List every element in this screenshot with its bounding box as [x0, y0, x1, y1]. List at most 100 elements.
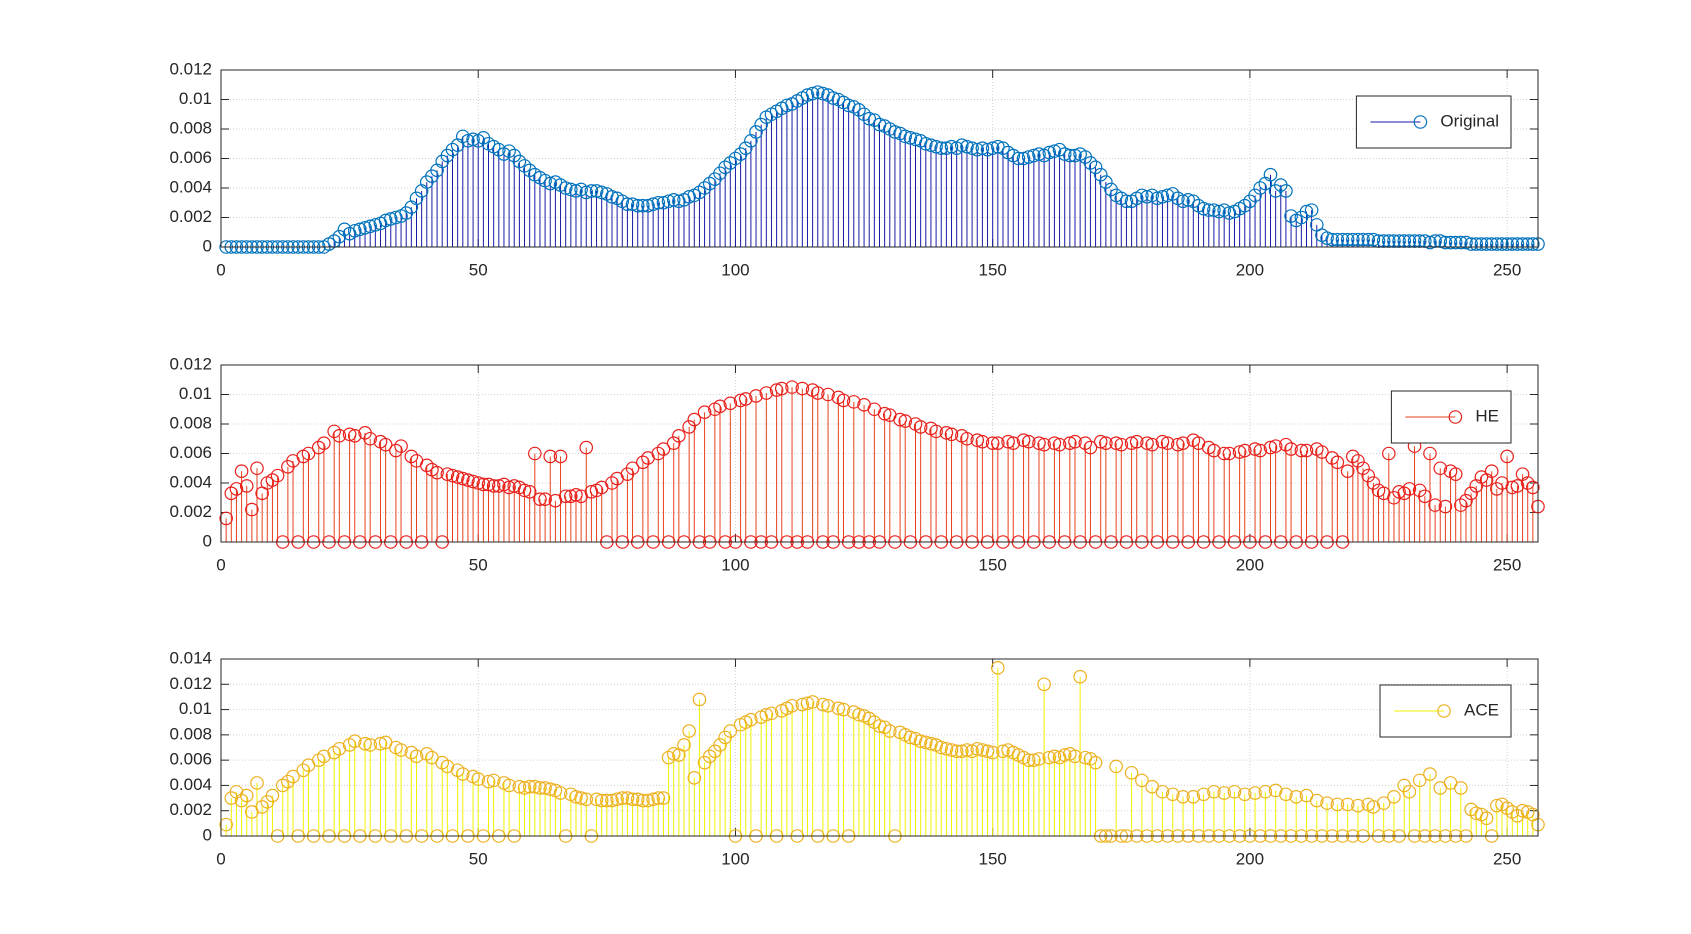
- stem-marker: [672, 428, 686, 443]
- stem-marker: [543, 176, 558, 191]
- stem-marker: [975, 743, 990, 757]
- stem-marker: [1351, 454, 1365, 468]
- stem-marker: [1124, 436, 1139, 450]
- stem-marker: [682, 724, 696, 738]
- stem-marker: [800, 696, 815, 711]
- stem-marker: [1325, 232, 1340, 247]
- stem-marker: [1428, 498, 1442, 512]
- panel: 0 0.002 0.004 0.006 0.008 0.01 0.012 0.014 0 50 10…: [169, 648, 1545, 868]
- stem-marker: [764, 706, 779, 721]
- stem-marker: [728, 151, 743, 166]
- stem-marker: [1011, 151, 1026, 166]
- stem-marker: [800, 88, 815, 102]
- stem-marker: [1397, 486, 1412, 501]
- y-tick-label: 0.002: [169, 502, 212, 521]
- stem-marker: [723, 396, 738, 411]
- stem-marker: [245, 502, 259, 517]
- stem-marker: [1479, 811, 1494, 826]
- stem-marker: [363, 431, 377, 446]
- stem-marker: [358, 221, 372, 235]
- stem-marker: [224, 486, 239, 501]
- stem-marker: [1093, 167, 1108, 182]
- y-tick-label: 0.012: [169, 59, 212, 78]
- stem-marker: [960, 743, 974, 757]
- stem-marker: [713, 738, 727, 752]
- stem-marker: [985, 436, 1000, 450]
- stem-marker: [543, 449, 558, 464]
- stem-marker: [949, 744, 964, 759]
- stem-marker: [1351, 232, 1365, 247]
- stem-marker: [347, 428, 362, 443]
- stem-marker: [1387, 790, 1401, 804]
- stem-marker: [1510, 237, 1525, 251]
- stem-marker: [1505, 237, 1520, 251]
- stem-marker: [569, 487, 583, 502]
- x-tick-label: 0: [216, 555, 225, 574]
- stem-marker: [1021, 434, 1036, 449]
- stem-marker: [327, 424, 341, 439]
- stem-marker: [502, 778, 516, 793]
- stem-marker: [445, 468, 460, 483]
- stem-marker: [1037, 677, 1051, 692]
- stem-marker: [836, 702, 851, 717]
- stem-marker: [296, 763, 311, 778]
- stem-marker: [1165, 187, 1180, 201]
- stem-marker: [1114, 437, 1129, 452]
- stem-marker: [538, 492, 552, 507]
- stem-marker: [1042, 145, 1057, 160]
- stem-marker: [1515, 803, 1530, 818]
- x-tick-label: 0: [216, 849, 225, 868]
- stem-marker: [1248, 188, 1262, 203]
- stem-marker: [1016, 151, 1031, 166]
- stem-marker: [286, 769, 300, 784]
- stem-marker: [1253, 181, 1267, 195]
- stem-marker: [996, 744, 1010, 759]
- stem-marker: [1057, 147, 1072, 161]
- y-tick-label: 0.002: [169, 207, 212, 226]
- stem-marker: [1459, 493, 1473, 508]
- stem-marker: [579, 185, 594, 200]
- legend-label: HE: [1475, 406, 1499, 425]
- stem-marker: [486, 773, 501, 788]
- stem-marker: [1500, 449, 1514, 464]
- stem-marker: [810, 85, 825, 99]
- stem-marker: [1027, 753, 1041, 767]
- stem-marker: [1382, 446, 1396, 461]
- stem-marker: [666, 193, 681, 207]
- stem-marker: [522, 163, 537, 178]
- stem-marker: [492, 142, 506, 157]
- stem-marker: [239, 479, 254, 493]
- stem-marker: [1299, 204, 1314, 219]
- stem-marker: [929, 424, 943, 439]
- stem-marker: [589, 184, 604, 198]
- stem-marker: [1248, 442, 1262, 456]
- stem-marker: [455, 767, 470, 781]
- stem-marker: [857, 107, 871, 122]
- stem-marker: [882, 724, 897, 738]
- y-tick-label: 0.01: [179, 384, 212, 403]
- stem-marker: [605, 793, 619, 808]
- stem-marker: [944, 743, 959, 757]
- stem-marker: [656, 195, 671, 210]
- stem-marker: [502, 480, 516, 495]
- stem-marker: [1356, 232, 1370, 247]
- y-tick-label: 0.006: [169, 443, 212, 462]
- stem-marker: [337, 222, 352, 237]
- stem-marker: [960, 431, 974, 446]
- stem-marker: [1176, 194, 1190, 209]
- stem-marker: [455, 129, 470, 144]
- stem-marker: [1083, 440, 1098, 455]
- stem-marker: [1186, 194, 1201, 209]
- stem-marker: [517, 159, 532, 173]
- x-tick-label: 200: [1236, 260, 1264, 279]
- stem-marker: [430, 465, 444, 480]
- y-tick-label: 0.006: [169, 148, 212, 167]
- stem-marker: [723, 156, 738, 170]
- stem-marker: [975, 434, 990, 449]
- stem-marker: [419, 458, 434, 473]
- stem-marker: [692, 692, 707, 707]
- stem-marker: [1320, 231, 1334, 245]
- stem-marker: [353, 222, 367, 237]
- stem-marker: [1237, 198, 1252, 213]
